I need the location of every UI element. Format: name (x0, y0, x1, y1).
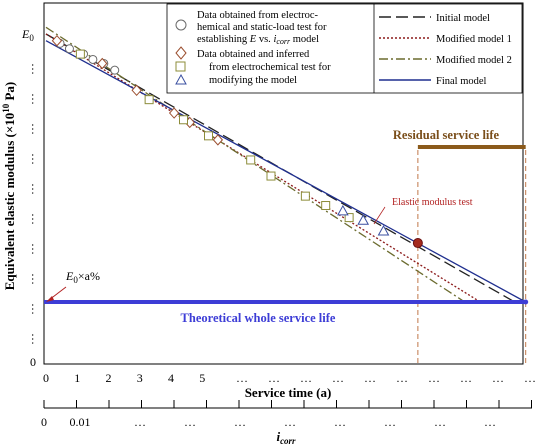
circle-marker (88, 54, 98, 64)
x-tick-label: 4 (168, 371, 174, 385)
legend-square-marker (175, 61, 186, 72)
square-marker (246, 155, 256, 165)
x-tick-label: 1 (74, 371, 80, 385)
x-ellipsis-label: … (236, 371, 248, 385)
icorr-tick-marks: 0 0.01 … … … … … … … … (41, 400, 532, 429)
x-ellipsis-label: … (524, 371, 536, 385)
legend-circle-text-1: Data obtained from electroc- (197, 10, 318, 21)
theoretical-bar-end (523, 299, 529, 305)
square-marker (344, 213, 354, 223)
x-ellipsis-label: … (428, 371, 440, 385)
icorr-ellipsis-label: … (234, 415, 246, 429)
plot-frame (43, 2, 524, 365)
x-ellipsis-label: … (332, 371, 344, 385)
test-point-label: Elastic modulus test (392, 197, 473, 208)
y-ellipsis-ticks: … … … … … … … … … … (29, 63, 43, 345)
square-marker (204, 131, 213, 141)
x-tick-label: 2 (106, 371, 112, 385)
x-axis-title: Service time (a) (245, 385, 332, 400)
x-ellipsis-label: … (492, 371, 504, 385)
y-ellipsis-tick: … (29, 273, 43, 285)
icorr-ellipsis-label: … (284, 415, 296, 429)
legend: Data obtained from electroc- hemical and… (166, 3, 523, 94)
model-lines (45, 26, 526, 303)
y-ellipsis-tick: … (29, 213, 43, 225)
y-ellipsis-tick: … (29, 303, 43, 315)
circle-marker (64, 44, 74, 54)
x-ellipsis-label: … (268, 371, 280, 385)
legend-circle-marker (175, 19, 187, 31)
icorr-axis-title: icorr (276, 429, 296, 446)
legend-diamond-marker (175, 46, 187, 60)
legend-line-entries: Initial model Modified model 1 Modified mo… (379, 13, 512, 87)
diamond-marker (168, 107, 180, 119)
icorr-ellipsis-label: … (134, 415, 146, 429)
icorr-tick-label: 0 (41, 415, 47, 429)
square-marker (321, 201, 331, 211)
legend-line-label: Final model (436, 76, 487, 87)
y-ellipsis-tick: … (29, 153, 43, 165)
square-marker (144, 95, 154, 105)
data-markers (51, 34, 423, 249)
y-top-label: E0 (21, 27, 34, 43)
triangle-marker (337, 204, 349, 216)
guide-lines (417, 150, 527, 364)
model-line-modified-model-1 (45, 33, 481, 303)
legend-diamond-text: Data obtained and inferred (197, 49, 310, 60)
elastic-modulus-test-point (412, 238, 423, 249)
diamond-marker (131, 84, 142, 97)
legend-triangle-text: modifying the model (209, 75, 297, 86)
circle-marker (110, 65, 120, 75)
triangle-marker (377, 224, 390, 236)
triangle-marker (357, 214, 370, 225)
legend-line-label: Modified model 1 (436, 34, 512, 45)
icorr-ellipsis-label: … (384, 415, 396, 429)
square-marker (179, 115, 188, 125)
x-tick-label: 3 (137, 371, 143, 385)
x-tick-label: 0 (43, 371, 49, 385)
residual-label: Residual service life (393, 128, 500, 142)
x-tick-labels: 0 1 2 3 4 5 … … … … … … … … … … (43, 371, 536, 385)
threshold-arrow-head (46, 296, 54, 302)
test-point-leader (373, 206, 386, 225)
square-marker (300, 191, 310, 201)
y-axis-title: Equivalent elastic modulus (×1010 Pa) (1, 82, 17, 291)
diamond-marker (51, 34, 63, 47)
legend-circle-text-3: establishing E vs. icorr model (197, 34, 319, 46)
y-ellipsis-tick: … (29, 333, 43, 345)
y-ellipsis-tick: … (29, 123, 43, 135)
icorr-ellipsis-label: … (184, 415, 196, 429)
square-marker (266, 171, 276, 181)
x-ellipsis-label: … (396, 371, 408, 385)
y-ellipsis-tick: … (29, 183, 43, 195)
x-ellipsis-label: … (364, 371, 376, 385)
model-line-modified-model-2 (45, 26, 466, 303)
y-zero-label: 0 (30, 355, 36, 369)
x-tick-label: 5 (199, 371, 205, 385)
diamond-marker (212, 134, 224, 146)
legend-triangle-marker (175, 73, 187, 85)
theoretical-label: Theoretical whole service life (181, 311, 336, 325)
icorr-ellipsis-label: … (484, 415, 496, 429)
legend-box (166, 3, 523, 94)
legend-square-text: from electrochemical test for (209, 62, 331, 73)
y-ellipsis-tick: … (29, 243, 43, 255)
x-ellipsis-label: … (300, 371, 312, 385)
y-ellipsis-tick: … (29, 93, 43, 105)
square-marker (75, 49, 85, 59)
x-ellipsis-label: … (460, 371, 472, 385)
legend-circle-text-2: hemical and static-load test for (197, 22, 327, 33)
threshold-label: E0×a% (65, 269, 100, 285)
icorr-ellipsis-label: … (434, 415, 446, 429)
icorr-tick-label: 0.01 (70, 415, 91, 429)
y-ellipsis-tick: … (29, 63, 43, 75)
model-line-final-model (45, 40, 526, 303)
legend-line-label: Modified model 2 (436, 55, 512, 66)
icorr-ellipsis-label: … (334, 415, 346, 429)
service-life-bars (44, 145, 529, 305)
legend-line-label: Initial model (436, 13, 490, 24)
diamond-marker (97, 57, 108, 70)
